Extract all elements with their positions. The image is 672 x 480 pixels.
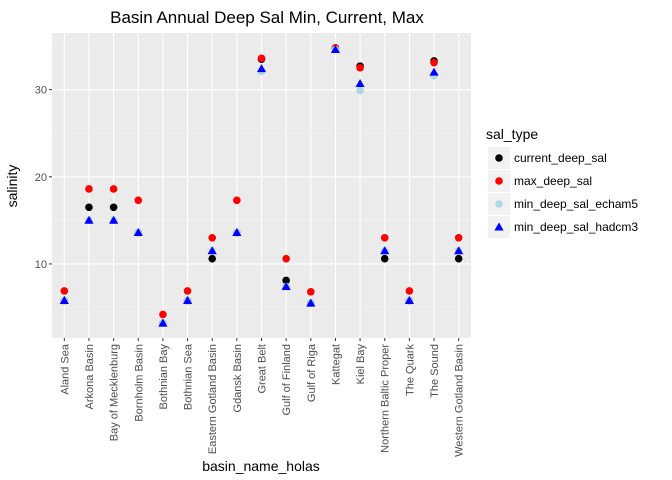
legend-marker-min_deep_sal_echam5 xyxy=(495,200,503,208)
point-max_deep_sal xyxy=(257,54,266,63)
point-min_deep_sal_hadcm3 xyxy=(355,78,365,87)
point-min_deep_sal_hadcm3 xyxy=(281,281,291,291)
x-tick-label: Bothnian Sea xyxy=(183,343,195,410)
legend: sal_type current_deep_sal max_deep_salmin… xyxy=(486,126,638,238)
point-min_deep_sal_hadcm3 xyxy=(232,227,242,237)
point-min_deep_sal_hadcm3 xyxy=(306,298,316,307)
point-max_deep_sal xyxy=(282,254,290,263)
point-min_deep_sal_hadcm3 xyxy=(207,246,217,255)
point-min_deep_sal_hadcm3 xyxy=(404,295,414,304)
point-min_deep_sal_hadcm3 xyxy=(454,246,464,255)
legend-marker-min_deep_sal_hadcm3 xyxy=(494,222,504,231)
x-tick-label: Kattegat xyxy=(330,344,342,385)
x-tick-label: Great Belt xyxy=(257,344,269,394)
point-max_deep_sal xyxy=(356,64,364,72)
point-min_deep_sal_hadcm3 xyxy=(133,227,143,237)
point-min_deep_sal_hadcm3 xyxy=(158,318,168,327)
x-tick-label: The Sound xyxy=(429,344,441,398)
point-min_deep_sal_hadcm3 xyxy=(330,44,341,54)
x-tick-label: Aland Sea xyxy=(59,343,71,395)
point-max_deep_sal xyxy=(159,310,167,319)
legend-marker-current_deep_sal xyxy=(495,154,503,162)
x-tick-label: Western Gotland Basin xyxy=(454,344,466,457)
point-min_deep_sal_hadcm3 xyxy=(182,295,193,304)
point-max_deep_sal xyxy=(60,287,69,295)
point-max_deep_sal xyxy=(134,196,143,205)
x-tick-label: Eastern Gotland Basin xyxy=(207,344,219,454)
x-axis: Aland Sea Arkona Basin Bay of Mecklenburg B… xyxy=(59,338,466,457)
x-tick-label: Northern Baltic Proper xyxy=(380,344,392,453)
point-min_deep_sal_hadcm3 xyxy=(84,215,94,224)
x-tick-label: The Quark xyxy=(404,344,416,396)
point-max_deep_sal xyxy=(233,196,241,205)
point-max_deep_sal xyxy=(109,185,118,193)
point-min_deep_sal_echam5 xyxy=(356,86,364,95)
legend-label: min_deep_sal_hadcm3 xyxy=(514,220,638,234)
legend-label: current_deep_sal xyxy=(514,151,607,165)
point-max_deep_sal xyxy=(430,58,438,67)
x-tick-label: Bornholm Basin xyxy=(133,344,145,422)
point-max_deep_sal xyxy=(85,185,93,193)
point-current_deep_sal xyxy=(454,254,463,263)
legend-title: sal_type xyxy=(486,126,538,142)
y-tick-label: 30 xyxy=(35,85,47,97)
point-max_deep_sal xyxy=(208,233,217,242)
y-tick-label: 20 xyxy=(35,172,47,184)
point-max_deep_sal xyxy=(380,233,389,242)
point-min_deep_sal_hadcm3 xyxy=(429,67,439,76)
legend-label: min_deep_sal_echam5 xyxy=(514,197,638,211)
y-tick-label: 10 xyxy=(35,259,47,271)
point-min_deep_sal_hadcm3 xyxy=(380,246,390,255)
point-max_deep_sal xyxy=(405,287,414,295)
x-tick-label: Gdansk Basin xyxy=(232,344,244,412)
point-current_deep_sal xyxy=(282,276,290,285)
legend-label: max_deep_sal xyxy=(514,174,592,188)
x-axis-title: basin_name_holas xyxy=(202,458,320,474)
point-max_deep_sal xyxy=(454,233,463,242)
point-min_deep_sal_hadcm3 xyxy=(256,64,267,73)
x-tick-label: Gulf of Riga xyxy=(306,343,318,402)
point-current_deep_sal xyxy=(109,203,118,212)
point-min_deep_sal_hadcm3 xyxy=(109,215,119,224)
point-current_deep_sal xyxy=(380,254,389,263)
legend-marker-max_deep_sal xyxy=(495,177,503,185)
x-tick-label: Kiel Bay xyxy=(355,344,367,385)
x-tick-label: Bothnian Bay xyxy=(158,344,170,410)
data-points xyxy=(59,44,464,327)
point-min_deep_sal_hadcm3 xyxy=(59,295,69,304)
x-tick-label: Arkona Basin xyxy=(84,344,96,409)
point-current_deep_sal xyxy=(208,254,217,263)
point-current_deep_sal xyxy=(85,203,93,212)
chart-title: Basin Annual Deep Sal Min, Current, Max xyxy=(110,8,424,27)
x-tick-label: Gulf of Finland xyxy=(281,344,293,416)
point-max_deep_sal xyxy=(306,288,315,296)
x-tick-label: Bay of Mecklenburg xyxy=(109,344,121,441)
y-axis-title: salinity xyxy=(4,165,20,208)
y-axis: 10 20 30 xyxy=(35,85,52,271)
point-max_deep_sal xyxy=(183,287,192,295)
